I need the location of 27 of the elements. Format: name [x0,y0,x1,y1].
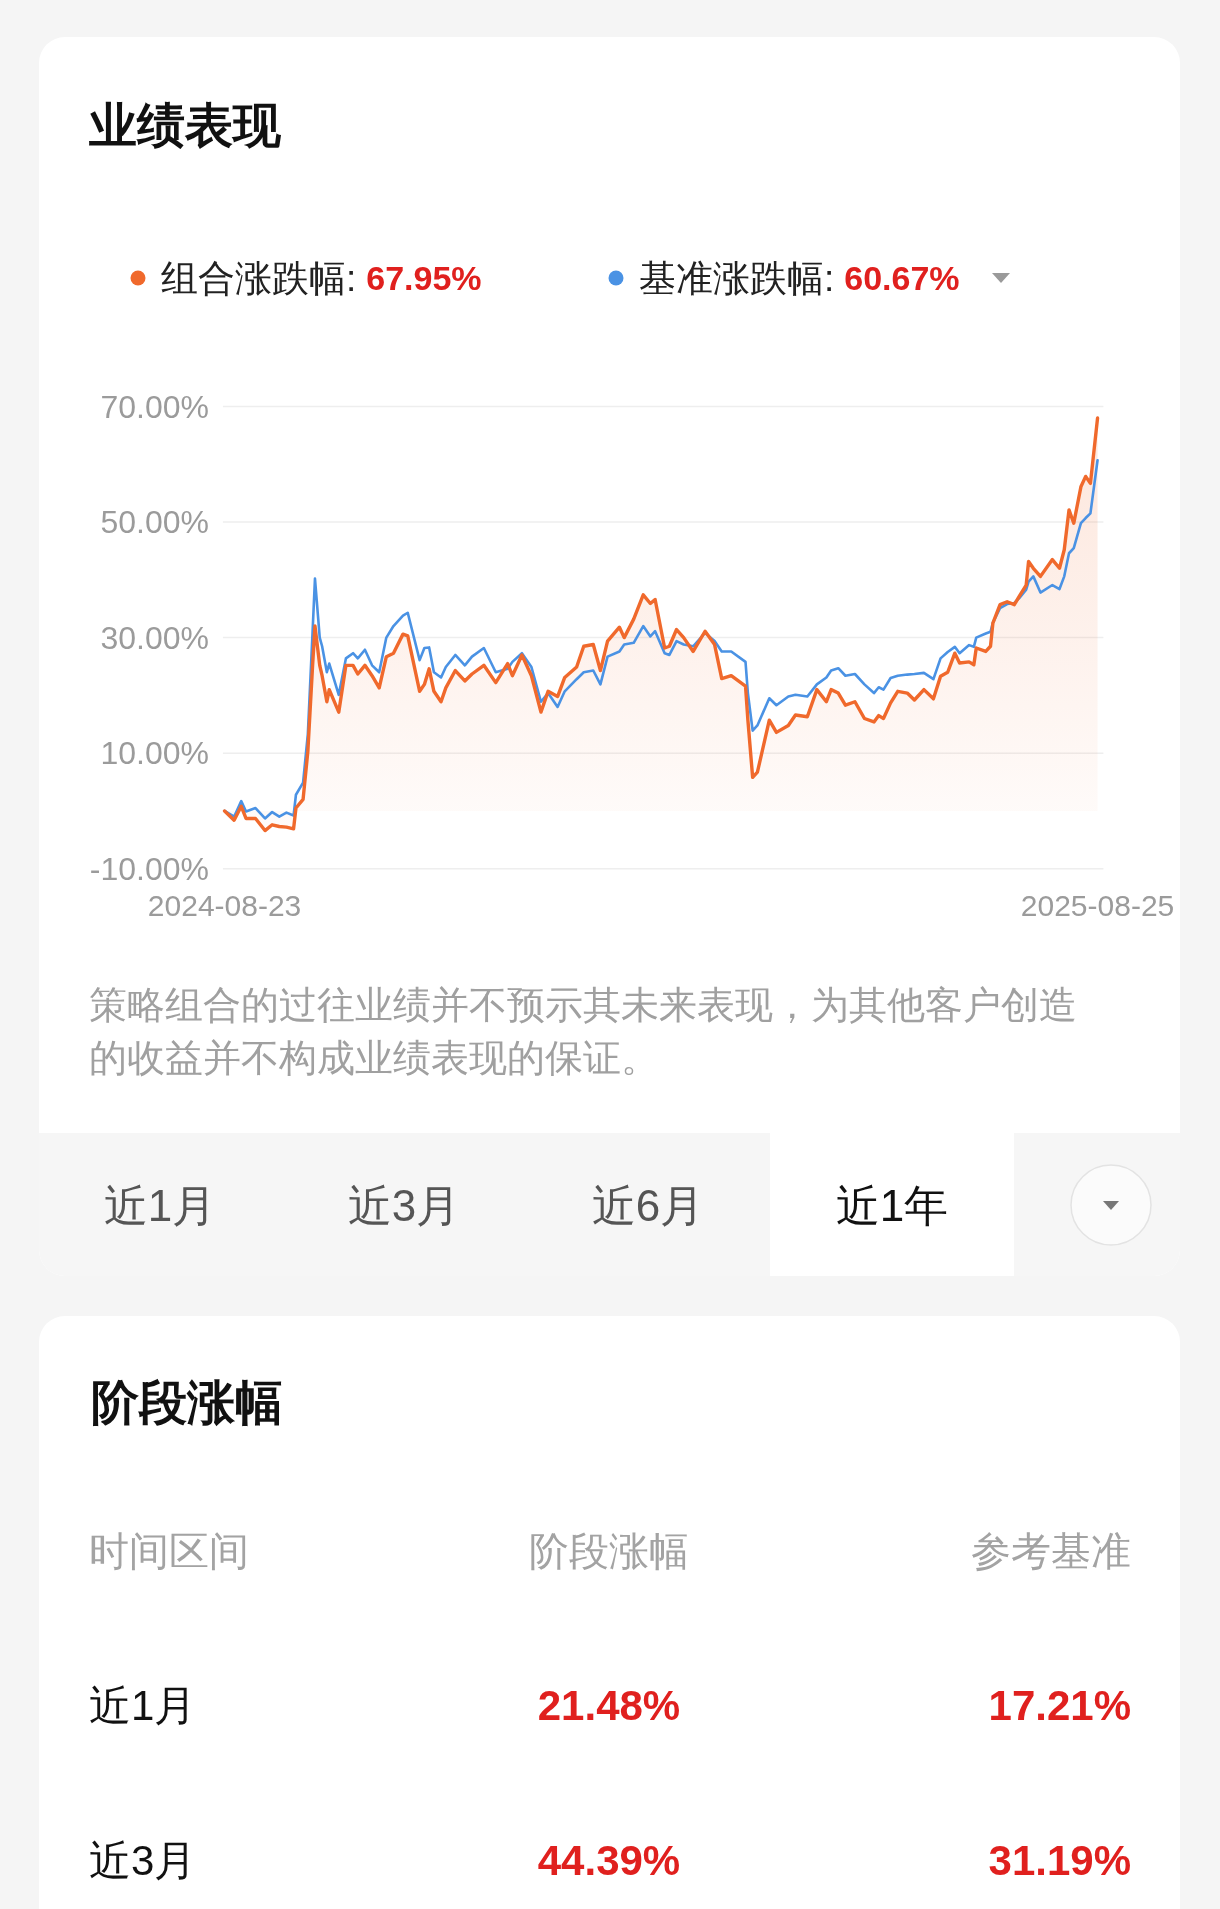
text: 参考基准 [971,1529,1131,1573]
tab-label: 近1年 [835,1180,949,1230]
y-tick-label: 50.00% [100,504,209,541]
y-tick-label: 70.00% [100,388,209,425]
text: 44.39% [537,1836,681,1884]
legend-label: 组合涨跌幅: [161,257,357,299]
legend-label: 基准涨跌幅: [639,257,835,299]
text: 时间区间 [89,1529,249,1573]
tab-label: 近6月 [591,1180,705,1230]
tab-label: 近3月 [347,1180,461,1230]
chart-title: 业绩表现 [88,98,282,152]
y-tick-label: 30.00% [100,619,209,656]
text: 近1月 [89,1682,197,1729]
tab-label: 近1月 [103,1180,217,1230]
text: 17.21% [988,1682,1131,1729]
y-tick-label: 10.00% [100,735,209,772]
text: 阶段涨幅 [529,1529,689,1573]
legend-item: 基准涨跌幅: 60.67% [608,257,960,299]
text: 31.19% [988,1836,1131,1884]
x-tick-label: 2025-08-25 [1020,889,1175,923]
text: 阶段涨幅 [91,1375,283,1429]
text: 21.48% [537,1682,681,1729]
x-tick-label: 2024-08-23 [147,889,302,923]
y-tick-label: -10.00% [89,850,209,887]
note: 策略组合的过往业绩并不预示其未来表现，为其他客户创造的收益并不构成业绩表现的保证。 [89,983,1078,1081]
legend-item: 组合涨跌幅: 67.95% [130,257,482,299]
text: 近3月 [89,1836,197,1884]
